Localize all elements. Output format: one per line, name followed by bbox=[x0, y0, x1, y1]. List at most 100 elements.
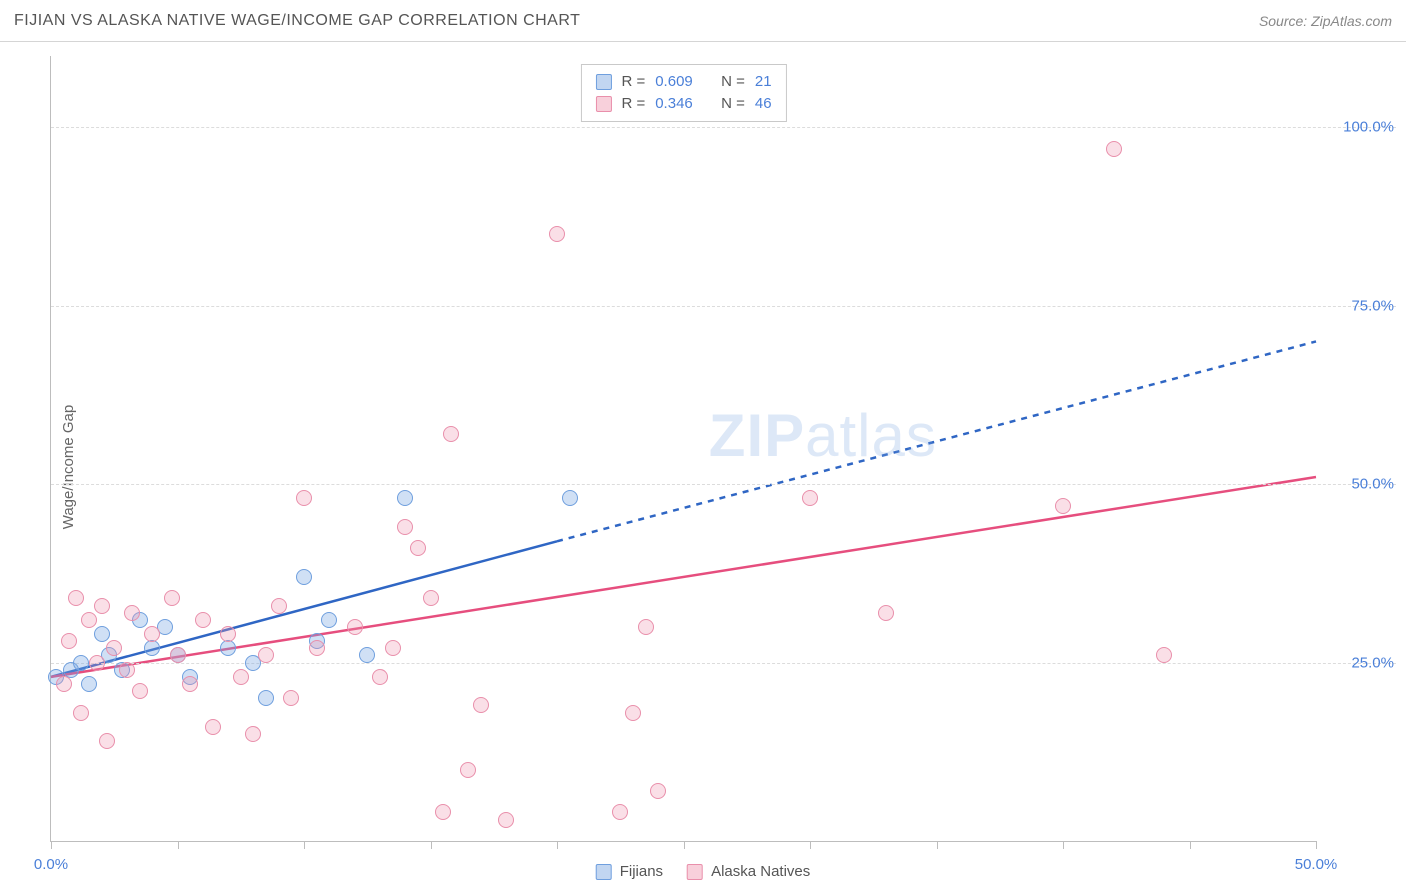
data-point bbox=[99, 733, 115, 749]
data-point bbox=[119, 662, 135, 678]
swatch-blue-icon bbox=[595, 74, 611, 90]
ytick-label: 50.0% bbox=[1351, 476, 1394, 493]
swatch-pink-icon bbox=[595, 96, 611, 112]
data-point bbox=[81, 676, 97, 692]
data-point bbox=[81, 612, 97, 628]
swatch-pink-icon bbox=[687, 864, 703, 880]
n-value: 21 bbox=[755, 71, 772, 93]
legend-stats-row: R = 0.346 N = 46 bbox=[595, 93, 771, 115]
data-point bbox=[359, 647, 375, 663]
data-point bbox=[258, 690, 274, 706]
xtick bbox=[684, 841, 685, 849]
data-point bbox=[132, 683, 148, 699]
xtick bbox=[937, 841, 938, 849]
data-point bbox=[1106, 141, 1122, 157]
data-point bbox=[423, 590, 439, 606]
data-point bbox=[233, 669, 249, 685]
ytick-label: 100.0% bbox=[1343, 119, 1394, 136]
data-point bbox=[195, 612, 211, 628]
trend-line-dashed bbox=[557, 341, 1316, 541]
data-point bbox=[245, 726, 261, 742]
xtick bbox=[178, 841, 179, 849]
legend-label: Alaska Natives bbox=[711, 863, 810, 880]
data-point bbox=[56, 676, 72, 692]
trend-line bbox=[51, 477, 1316, 677]
data-point bbox=[498, 812, 514, 828]
r-label: R = bbox=[621, 71, 645, 93]
data-point bbox=[802, 490, 818, 506]
data-point bbox=[473, 697, 489, 713]
legend-item: Alaska Natives bbox=[687, 863, 810, 880]
data-point bbox=[124, 605, 140, 621]
data-point bbox=[321, 612, 337, 628]
data-point bbox=[220, 626, 236, 642]
data-point bbox=[562, 490, 578, 506]
data-point bbox=[144, 626, 160, 642]
xtick bbox=[51, 841, 52, 849]
gridline-h bbox=[51, 484, 1396, 485]
data-point bbox=[385, 640, 401, 656]
xtick bbox=[1063, 841, 1064, 849]
data-point bbox=[73, 655, 89, 671]
data-point bbox=[89, 655, 105, 671]
data-point bbox=[94, 626, 110, 642]
data-point bbox=[170, 647, 186, 663]
swatch-blue-icon bbox=[596, 864, 612, 880]
data-point bbox=[1055, 498, 1071, 514]
source-prefix: Source: bbox=[1259, 13, 1311, 29]
plot-region: ZIPatlas R = 0.609 N = 21 R = 0.346 N = … bbox=[50, 56, 1316, 842]
data-point bbox=[296, 569, 312, 585]
xtick bbox=[810, 841, 811, 849]
data-point bbox=[182, 676, 198, 692]
legend-series: Fijians Alaska Natives bbox=[596, 863, 811, 880]
data-point bbox=[68, 590, 84, 606]
data-point bbox=[94, 598, 110, 614]
xtick bbox=[431, 841, 432, 849]
data-point bbox=[61, 633, 77, 649]
data-point bbox=[878, 605, 894, 621]
data-point bbox=[625, 705, 641, 721]
data-point bbox=[73, 705, 89, 721]
legend-item: Fijians bbox=[596, 863, 663, 880]
data-point bbox=[106, 640, 122, 656]
data-point bbox=[443, 426, 459, 442]
chart-title: FIJIAN VS ALASKA NATIVE WAGE/INCOME GAP … bbox=[14, 12, 580, 30]
data-point bbox=[650, 783, 666, 799]
r-value: 0.346 bbox=[655, 93, 693, 115]
data-point bbox=[638, 619, 654, 635]
data-point bbox=[258, 647, 274, 663]
gridline-h bbox=[51, 127, 1396, 128]
data-point bbox=[144, 640, 160, 656]
legend-stats-row: R = 0.609 N = 21 bbox=[595, 71, 771, 93]
data-point bbox=[220, 640, 236, 656]
data-point bbox=[309, 640, 325, 656]
data-point bbox=[1156, 647, 1172, 663]
gridline-h bbox=[51, 306, 1396, 307]
r-label: R = bbox=[621, 93, 645, 115]
data-point bbox=[372, 669, 388, 685]
data-point bbox=[435, 804, 451, 820]
n-label: N = bbox=[721, 71, 745, 93]
xtick-label: 0.0% bbox=[34, 856, 68, 873]
chart-source: Source: ZipAtlas.com bbox=[1259, 13, 1392, 29]
data-point bbox=[271, 598, 287, 614]
ytick-label: 25.0% bbox=[1351, 654, 1394, 671]
data-point bbox=[460, 762, 476, 778]
n-label: N = bbox=[721, 93, 745, 115]
data-point bbox=[397, 519, 413, 535]
data-point bbox=[296, 490, 312, 506]
xtick bbox=[304, 841, 305, 849]
data-point bbox=[410, 540, 426, 556]
n-value: 46 bbox=[755, 93, 772, 115]
data-point bbox=[164, 590, 180, 606]
trend-lines-svg bbox=[51, 56, 1316, 841]
data-point bbox=[612, 804, 628, 820]
legend-stats: R = 0.609 N = 21 R = 0.346 N = 46 bbox=[580, 64, 786, 122]
source-link[interactable]: ZipAtlas.com bbox=[1311, 13, 1392, 29]
data-point bbox=[549, 226, 565, 242]
chart-area: Wage/Income Gap ZIPatlas R = 0.609 N = 2… bbox=[0, 42, 1406, 892]
data-point bbox=[283, 690, 299, 706]
xtick bbox=[1316, 841, 1317, 849]
data-point bbox=[205, 719, 221, 735]
xtick bbox=[1190, 841, 1191, 849]
